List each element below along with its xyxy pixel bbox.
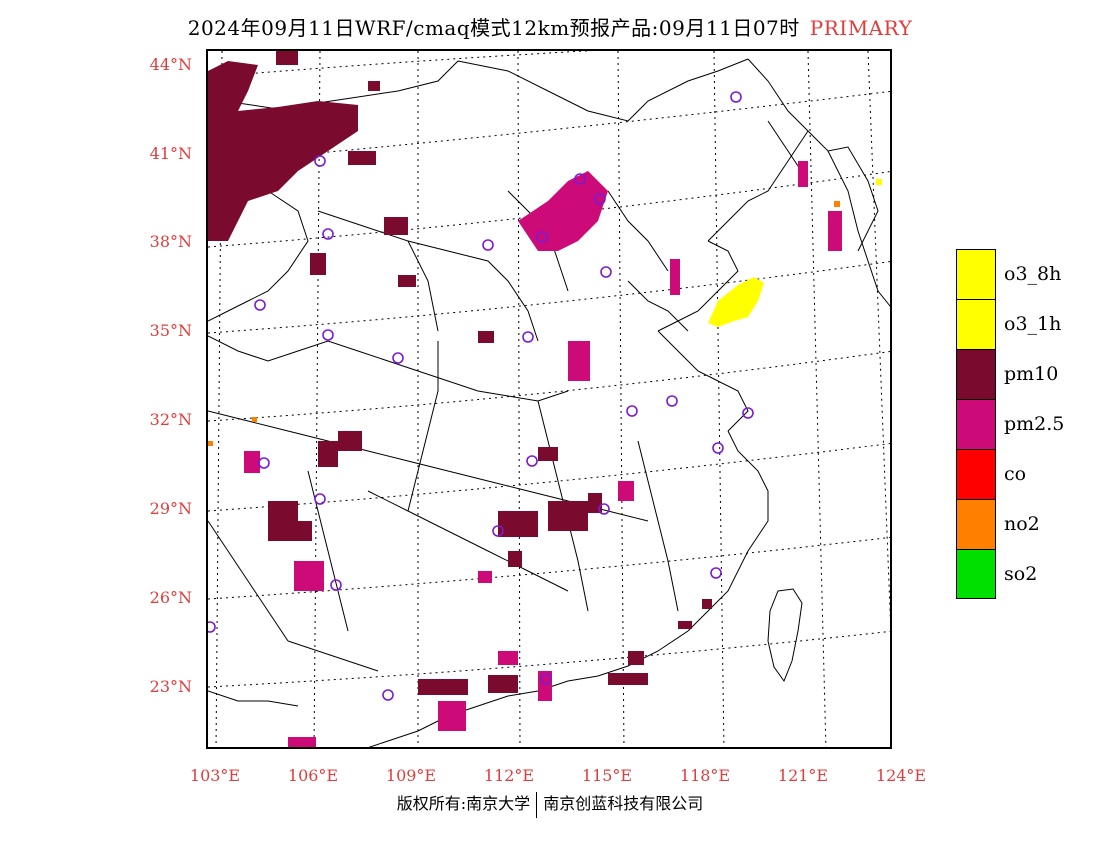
legend-swatch bbox=[956, 449, 996, 499]
legend-item-so2: so2 bbox=[956, 549, 1064, 599]
lat-label-41: 41°N bbox=[149, 144, 192, 163]
map-title: 2024年09月11日WRF/cmaq模式12km预报产品:09月11日07时 P… bbox=[0, 12, 1100, 41]
lat-label-38: 38°N bbox=[149, 232, 192, 251]
legend-label: o3_1h bbox=[1004, 313, 1062, 335]
legend-swatch bbox=[956, 299, 996, 349]
legend-swatch bbox=[956, 549, 996, 599]
site-markers bbox=[208, 91, 754, 701]
lon-label-112: 112°E bbox=[483, 766, 535, 785]
legend-swatch bbox=[956, 349, 996, 399]
o3-cells bbox=[708, 179, 882, 327]
lat-label-44: 44°N bbox=[149, 55, 192, 74]
footer-separator bbox=[536, 791, 538, 818]
legend-item-o3-1h: o3_1h bbox=[956, 299, 1064, 349]
title-text: 2024年09月11日WRF/cmaq模式12km预报产品:09月11日07时 bbox=[187, 16, 800, 40]
lat-label-29: 29°N bbox=[149, 499, 192, 518]
legend-swatch bbox=[956, 399, 996, 449]
lon-label-106: 106°E bbox=[287, 766, 339, 785]
legend-item-co: co bbox=[956, 449, 1064, 499]
lon-label-124: 124°E bbox=[875, 766, 927, 785]
legend-label: pm10 bbox=[1004, 363, 1059, 385]
footer-right: 南京创蓝科技有限公司 bbox=[543, 794, 704, 813]
lat-label-26: 26°N bbox=[149, 588, 192, 607]
legend-swatch bbox=[956, 249, 996, 299]
legend-label: pm2.5 bbox=[1004, 413, 1065, 435]
legend-label: no2 bbox=[1004, 513, 1040, 535]
no2-cells bbox=[208, 201, 840, 446]
pm10-cells bbox=[208, 51, 712, 695]
legend-item-pm10: pm10 bbox=[956, 349, 1064, 399]
lon-label-103: 103°E bbox=[189, 766, 241, 785]
footer-left: 版权所有:南京大学 bbox=[396, 794, 531, 813]
map-panel bbox=[206, 49, 892, 749]
legend-label: o3_8h bbox=[1004, 263, 1062, 285]
lat-label-32: 32°N bbox=[149, 410, 192, 429]
lat-label-23: 23°N bbox=[149, 677, 192, 696]
legend-swatch bbox=[956, 499, 996, 549]
pm25-cells bbox=[244, 161, 842, 747]
lon-label-121: 121°E bbox=[777, 766, 829, 785]
lon-label-118: 118°E bbox=[679, 766, 731, 785]
legend-label: co bbox=[1004, 463, 1027, 485]
map-svg bbox=[208, 51, 890, 747]
legend-item-no2: no2 bbox=[956, 499, 1064, 549]
legend-item-pm25: pm2.5 bbox=[956, 399, 1064, 449]
legend-item-o3-8h: o3_8h bbox=[956, 249, 1064, 299]
lon-label-109: 109°E bbox=[385, 766, 437, 785]
copyright-footer: 版权所有:南京大学 南京创蓝科技有限公司 bbox=[0, 790, 1100, 818]
boundaries bbox=[208, 58, 890, 747]
legend-label: so2 bbox=[1004, 563, 1038, 585]
legend: o3_8h o3_1h pm10 pm2.5 co no2 so2 bbox=[956, 249, 1064, 599]
title-tag: PRIMARY bbox=[809, 16, 913, 40]
lon-label-115: 115°E bbox=[581, 766, 633, 785]
lat-label-35: 35°N bbox=[149, 321, 192, 340]
